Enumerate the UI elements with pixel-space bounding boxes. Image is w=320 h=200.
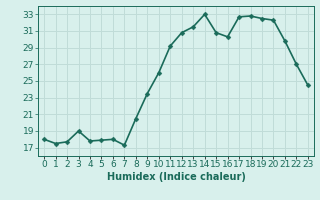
X-axis label: Humidex (Indice chaleur): Humidex (Indice chaleur) [107,172,245,182]
